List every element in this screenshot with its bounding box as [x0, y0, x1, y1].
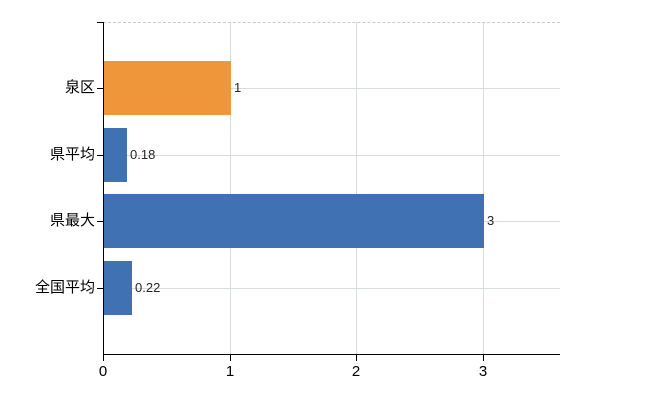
y-axis-tick [97, 88, 103, 89]
x-axis-tick [356, 355, 357, 361]
y-axis-tick [97, 22, 103, 23]
x-tick-label: 3 [478, 363, 488, 380]
gridline-horizontal [103, 155, 560, 156]
gridline-vertical [230, 22, 231, 354]
y-axis-tick [97, 221, 103, 222]
x-tick-label: 2 [351, 363, 361, 380]
x-axis-line [103, 354, 560, 355]
value-label: 0.18 [130, 147, 156, 162]
gridline-horizontal [103, 88, 560, 89]
x-axis-tick [103, 355, 104, 361]
bar-0 [104, 61, 231, 115]
value-label: 0.22 [135, 280, 161, 295]
plot-top-border [103, 22, 560, 23]
gridline-horizontal [103, 288, 560, 289]
x-axis-tick [483, 355, 484, 361]
y-axis-line [103, 22, 104, 361]
category-label: 県最大 [49, 212, 95, 229]
gridline-vertical [483, 22, 484, 354]
x-axis-tick [230, 355, 231, 361]
value-label: 3 [487, 213, 495, 228]
category-label: 県平均 [49, 146, 95, 163]
gridline-vertical [356, 22, 357, 354]
x-tick-label: 1 [225, 363, 235, 380]
value-label: 1 [234, 80, 242, 95]
bar-1 [104, 128, 127, 182]
bar-3 [104, 261, 132, 315]
y-axis-tick [97, 288, 103, 289]
category-label: 泉区 [64, 79, 95, 96]
category-label: 全国平均 [34, 279, 95, 296]
bar-2 [104, 194, 484, 248]
y-axis-tick [97, 155, 103, 156]
x-tick-label: 0 [98, 363, 108, 380]
